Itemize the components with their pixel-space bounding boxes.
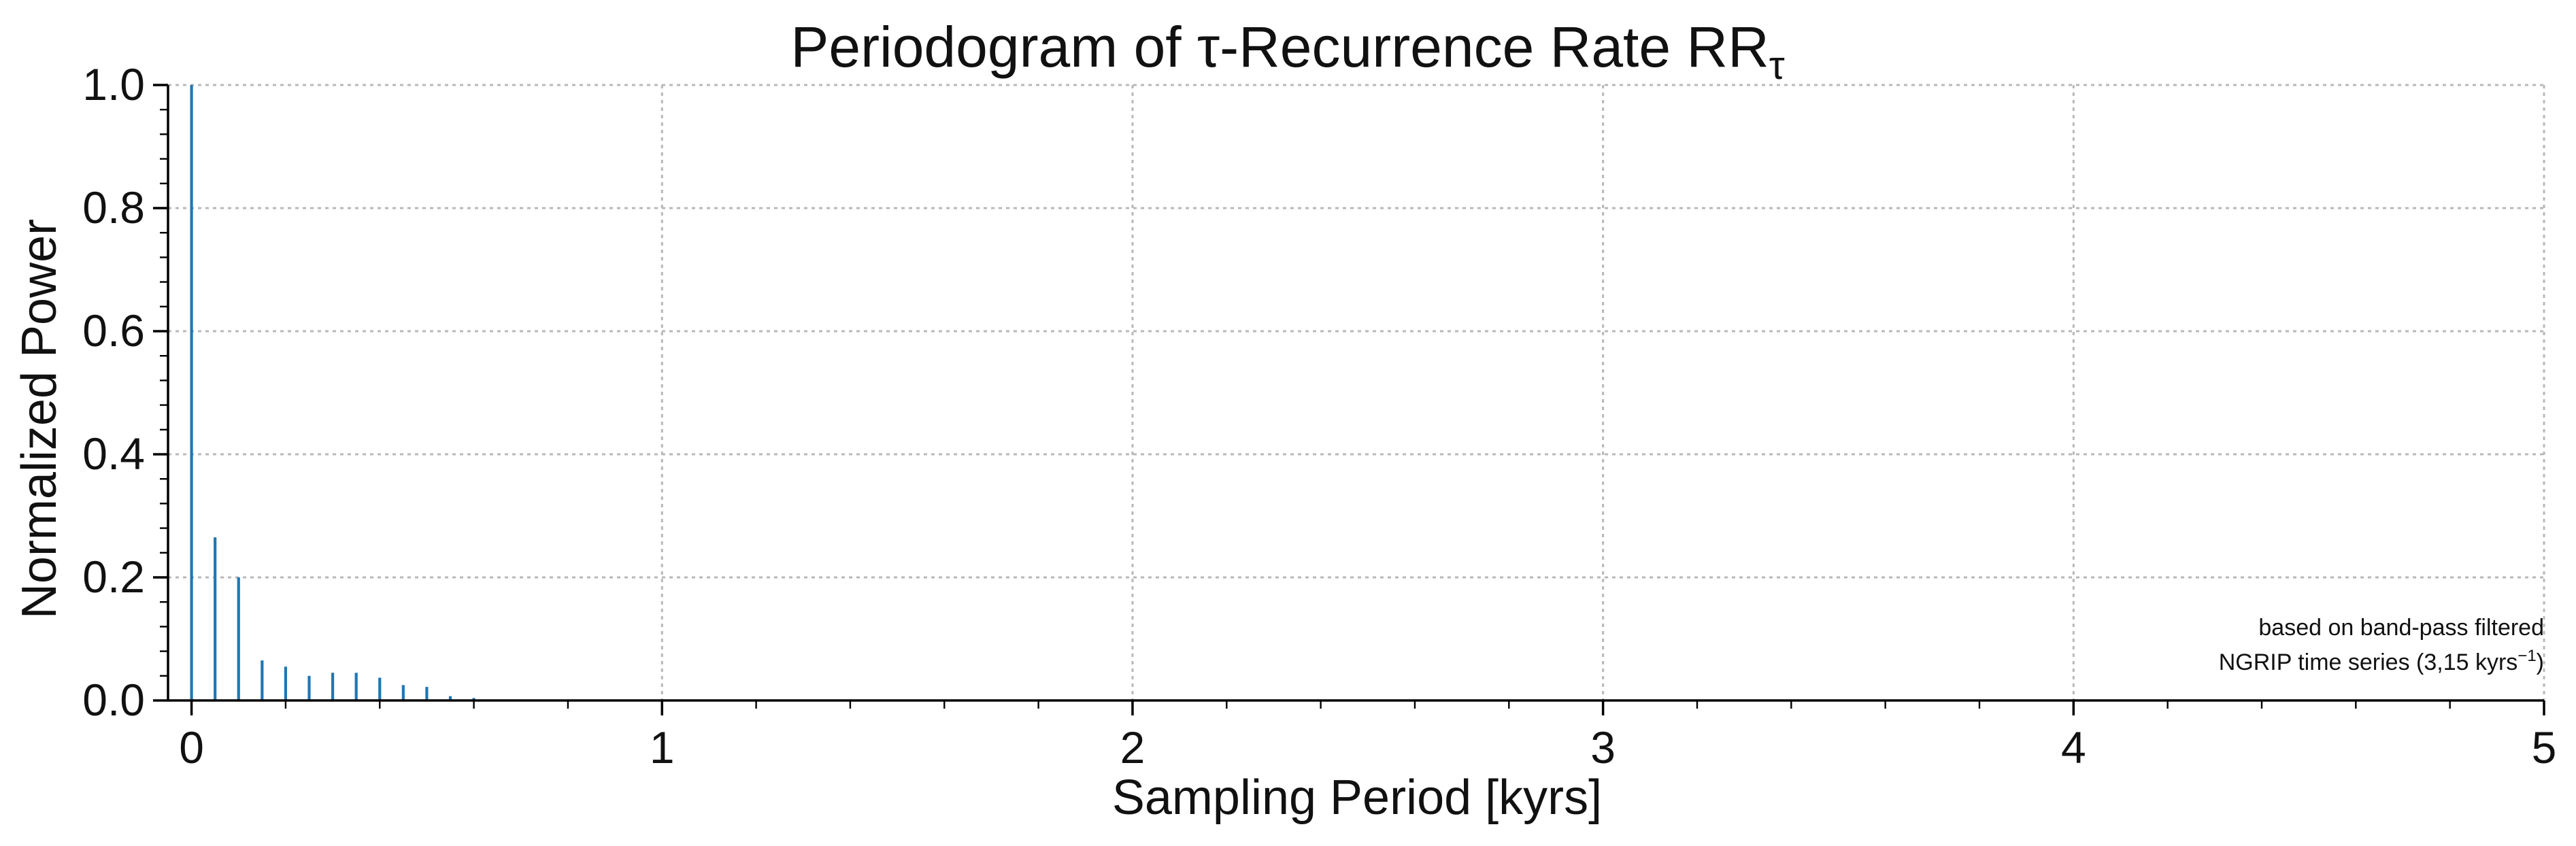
y-tick-label-5: 1.0 xyxy=(82,59,145,109)
y-tick-label-0: 0.0 xyxy=(82,675,145,725)
annotation-suffix: ) xyxy=(2537,649,2544,675)
x-tick-label-3: 3 xyxy=(1590,722,1616,773)
chart-title-subscript: τ xyxy=(1769,44,1785,88)
series-stems xyxy=(190,85,475,700)
chart-title: Periodogram of τ-Recurrence Rate RRτ xyxy=(790,15,1784,88)
y-axis-label: Normalized Power xyxy=(12,219,67,619)
gridlines xyxy=(168,84,2545,700)
x-tick-label-2: 2 xyxy=(1120,722,1145,773)
x-tick-label-4: 4 xyxy=(2061,722,2086,773)
axes xyxy=(167,85,2544,702)
x-tick-label-5: 5 xyxy=(2532,722,2557,773)
annotation-line-2: NGRIP time series (3,15 kyrs−1) xyxy=(2219,647,2544,675)
annotation-line-1: based on band-pass filtered xyxy=(2258,615,2544,641)
x-axis-label: Sampling Period [kyrs] xyxy=(1112,771,1602,825)
chart-title-main: Periodogram of τ-Recurrence Rate RR xyxy=(790,15,1769,79)
ticks: 0 1 2 3 4 5 0.0 0.2 0.4 0.6 0.8 1.0 xyxy=(82,59,2556,773)
annotation-superscript: −1 xyxy=(2518,647,2536,665)
y-tick-label-3: 0.6 xyxy=(82,305,145,356)
annotation-line-2-main: NGRIP time series (3,15 kyrs xyxy=(2219,649,2518,675)
y-tick-label-1: 0.2 xyxy=(82,552,145,602)
y-tick-label-4: 0.8 xyxy=(82,182,145,233)
x-tick-label-0: 0 xyxy=(179,722,204,773)
x-tick-label-1: 1 xyxy=(650,722,675,773)
y-tick-label-2: 0.4 xyxy=(82,428,145,479)
